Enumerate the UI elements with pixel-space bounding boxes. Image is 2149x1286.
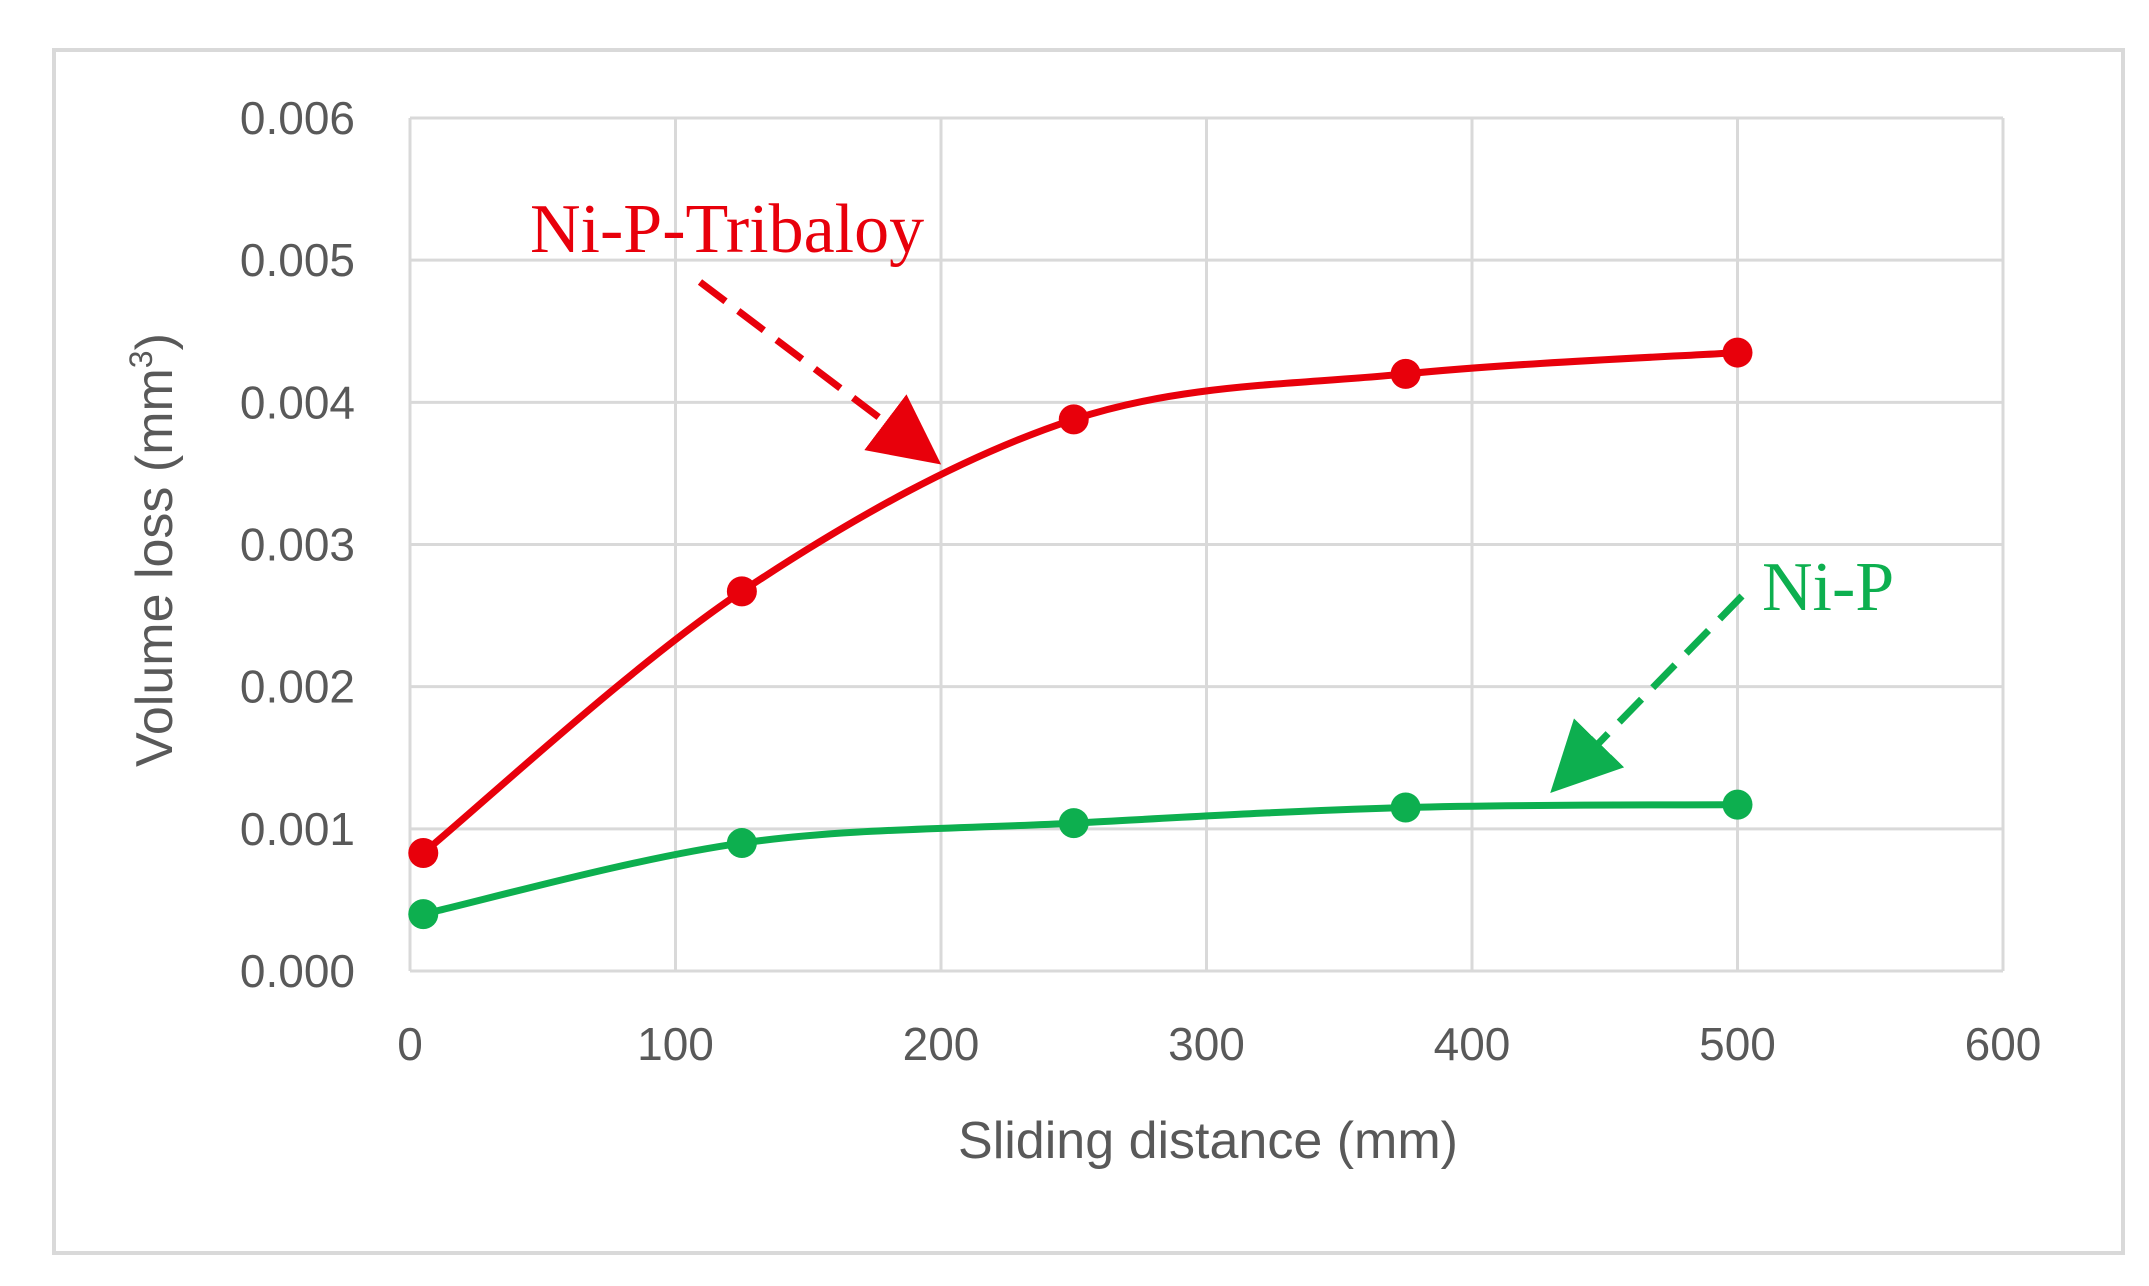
data-point-ni-p bbox=[408, 899, 439, 930]
y-tick-label: 0.006 bbox=[240, 92, 355, 144]
x-axis-title: Sliding distance (mm) bbox=[958, 1112, 1458, 1170]
series bbox=[408, 337, 1753, 930]
chart-frame bbox=[52, 48, 2125, 1255]
data-point-ni-p-tribaloy bbox=[1390, 358, 1421, 389]
nip-annotation: Ni-P bbox=[1762, 549, 1894, 626]
data-point-ni-p bbox=[1058, 808, 1089, 839]
y-tick-label: 0.001 bbox=[240, 803, 355, 855]
nip-annotation-arrow bbox=[1550, 593, 1745, 794]
y-tick-label: 0.002 bbox=[240, 661, 355, 713]
x-tick-label: 200 bbox=[903, 1018, 980, 1070]
y-axis-title-close: ) bbox=[126, 333, 184, 350]
y-tick-label: 0.005 bbox=[240, 234, 355, 286]
x-tick-label: 600 bbox=[1965, 1018, 2042, 1070]
y-tick-label: 0.000 bbox=[240, 945, 355, 997]
x-tick-label: 100 bbox=[637, 1018, 714, 1070]
data-point-ni-p bbox=[1722, 789, 1753, 820]
data-point-ni-p bbox=[726, 828, 757, 859]
data-point-ni-p-tribaloy bbox=[726, 576, 757, 607]
y-axis-title-main: Volume loss (mm bbox=[126, 368, 184, 767]
x-tick-label: 400 bbox=[1434, 1018, 1511, 1070]
data-point-ni-p bbox=[1390, 792, 1421, 823]
tribaloy-annotation: Ni-P-Tribaloy bbox=[530, 191, 924, 268]
tick-labels: 0.000 0.001 0.002 0.003 0.004 0.005 0.006 0 100 2… bbox=[240, 92, 2042, 1070]
y-tick-label: 0.003 bbox=[240, 519, 355, 571]
data-point-ni-p-tribaloy bbox=[1722, 337, 1753, 368]
x-tick-label: 0 bbox=[397, 1018, 423, 1070]
tribaloy-annotation-arrow bbox=[697, 279, 942, 465]
x-tick-label: 300 bbox=[1168, 1018, 1245, 1070]
y-axis-title: Volume loss (mm3) bbox=[123, 333, 184, 767]
y-axis-title-superscript: 3 bbox=[123, 350, 159, 368]
x-tick-label: 500 bbox=[1699, 1018, 1776, 1070]
gridlines bbox=[408, 116, 2005, 973]
y-tick-label: 0.004 bbox=[240, 376, 355, 428]
data-point-ni-p-tribaloy bbox=[1058, 404, 1089, 435]
data-point-ni-p-tribaloy bbox=[408, 838, 439, 869]
